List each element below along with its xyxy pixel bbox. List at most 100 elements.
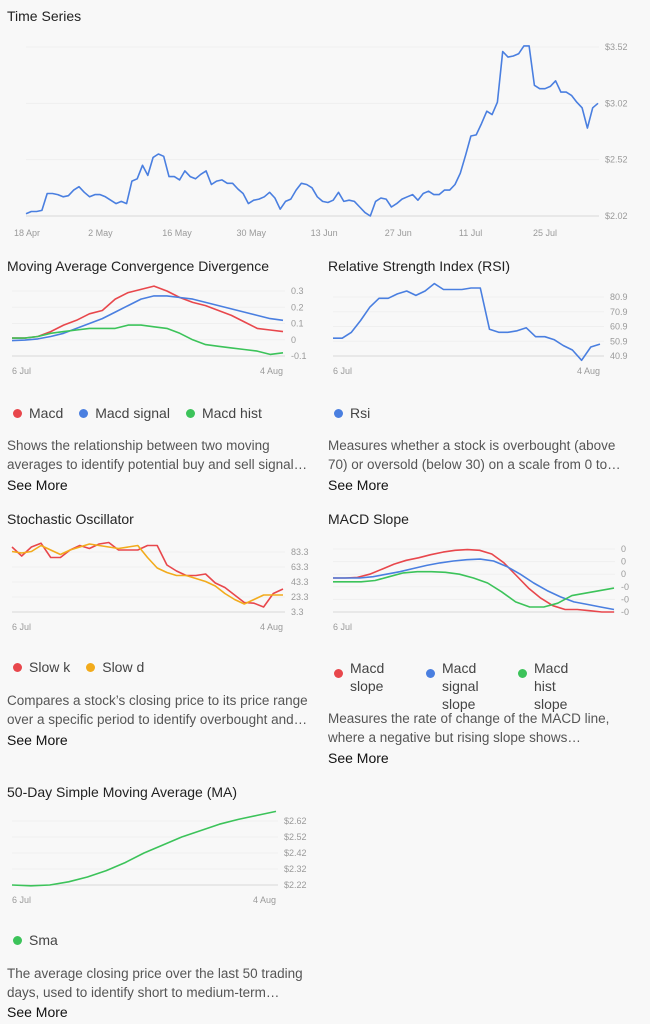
legend-label: Slow k <box>29 659 71 675</box>
see-more-link[interactable]: See More <box>328 477 389 493</box>
card-description: Compares a stock’s closing price to its … <box>7 693 308 727</box>
y-tick-label: 0 <box>621 557 626 567</box>
series-line <box>11 543 283 605</box>
legend-item: Macd slope <box>334 659 402 713</box>
legend-dot-icon <box>13 663 22 672</box>
legend-item: Macd signal <box>79 405 170 421</box>
y-tick-label: 0 <box>621 544 626 554</box>
see-more-link[interactable]: See More <box>7 732 68 748</box>
legend-dot-icon <box>518 669 527 678</box>
legend-label: Macd hist slope <box>534 660 569 712</box>
series-line <box>11 810 277 887</box>
y-tick-label: 0.1 <box>291 319 304 329</box>
legend-item: Slow d <box>86 659 144 675</box>
see-more-link[interactable]: See More <box>328 750 389 766</box>
y-tick-label: $3.52 <box>605 42 628 52</box>
x-tick-label: 30 May <box>236 228 266 238</box>
legend-label: Macd slope <box>350 660 385 694</box>
x-tick-label: 11 Jul <box>459 228 482 238</box>
y-tick-label: $2.52 <box>605 155 628 165</box>
legend-dot-icon <box>334 669 343 678</box>
y-tick-label: $2.02 <box>605 211 628 221</box>
x-tick-label: 4 Aug <box>253 895 276 905</box>
see-more-link[interactable]: See More <box>7 477 68 493</box>
chart-legend: Rsi <box>334 405 370 421</box>
x-tick-label: 16 May <box>162 228 192 238</box>
y-tick-label: $2.52 <box>284 832 307 842</box>
time-series-title: Time Series <box>7 8 82 24</box>
y-tick-label: -0 <box>621 582 629 592</box>
legend-item: Macd hist slope <box>518 659 586 713</box>
legend-item: Macd signal slope <box>426 659 494 713</box>
card-description: Measures whether a stock is overbought (… <box>328 438 621 472</box>
y-tick-label: 60.9 <box>610 322 628 332</box>
series-line <box>333 548 614 613</box>
legend-dot-icon <box>426 669 435 678</box>
y-tick-label: -0 <box>621 594 629 604</box>
see-more-link[interactable]: See More <box>7 1004 68 1020</box>
chart-legend: Macd slope Macd signal slope Macd hist slo… <box>334 659 586 713</box>
card-title: 50-Day Simple Moving Average (MA) <box>7 784 238 800</box>
series-line <box>11 541 284 608</box>
y-tick-label: $2.22 <box>284 880 307 890</box>
y-tick-label: $2.62 <box>284 816 307 826</box>
legend-dot-icon <box>86 663 96 672</box>
legend-dot-icon <box>185 409 195 418</box>
y-tick-label: 80.9 <box>610 292 628 302</box>
y-tick-label: 0 <box>621 569 626 579</box>
series-line <box>25 45 599 217</box>
x-tick-label: 6 Jul <box>333 366 352 376</box>
x-tick-label: 25 Jul <box>533 228 557 238</box>
legend-item: Macd <box>13 405 63 421</box>
x-tick-label: 2 May <box>88 228 113 238</box>
y-tick-label: 3.3 <box>291 607 304 617</box>
chart-legend: Slow k Slow d <box>13 659 144 675</box>
y-tick-label: 43.3 <box>291 577 309 587</box>
x-tick-label: 4 Aug <box>260 366 283 376</box>
card-title: Stochastic Oscillator <box>7 511 134 527</box>
y-tick-label: 83.3 <box>291 547 309 557</box>
legend-label: Slow d <box>102 659 145 675</box>
chart-legend: Sma <box>13 932 58 948</box>
card-description: Shows the relationship between two movin… <box>7 438 308 472</box>
x-tick-label: 6 Jul <box>12 895 31 905</box>
legend-dot-icon <box>13 936 22 945</box>
y-tick-label: $2.32 <box>284 864 307 874</box>
legend-label: Macd <box>29 405 64 421</box>
y-tick-label: 0 <box>291 335 296 345</box>
y-tick-label: $3.02 <box>605 98 628 108</box>
legend-label: Macd signal slope <box>442 660 479 712</box>
y-tick-label: $2.42 <box>284 848 307 858</box>
series-line <box>333 282 601 362</box>
y-tick-label: 63.3 <box>291 562 309 572</box>
card-title: MACD Slope <box>328 511 409 527</box>
legend-item: Macd hist <box>185 405 262 421</box>
y-tick-label: 0.2 <box>291 302 304 312</box>
card-title: Moving Average Convergence Divergence <box>7 258 270 274</box>
x-tick-label: 4 Aug <box>577 366 600 376</box>
y-tick-label: -0.1 <box>291 351 307 361</box>
x-tick-label: 13 Jun <box>311 228 338 238</box>
series-line <box>333 558 615 611</box>
series-line <box>333 570 615 608</box>
x-tick-label: 4 Aug <box>260 622 283 632</box>
x-tick-label: 6 Jul <box>12 622 31 632</box>
series-line <box>11 295 284 342</box>
legend-label: Sma <box>29 932 58 948</box>
legend-dot-icon <box>79 409 89 418</box>
legend-item: Slow k <box>13 659 70 675</box>
y-tick-label: 40.9 <box>610 351 628 361</box>
y-tick-label: 0.3 <box>291 286 304 296</box>
card-description: The average closing price over the last … <box>7 966 303 1000</box>
series-line <box>12 324 284 356</box>
time-series-chart: $3.52 $3.02 $2.52 $2.02 18 Apr 2 May 16 May 30 … <box>14 42 628 238</box>
legend-label: Rsi <box>350 405 371 421</box>
legend-label: Macd hist <box>201 405 262 421</box>
chart-legend: Macd Macd signal Macd hist <box>13 405 262 421</box>
y-tick-label: -0 <box>621 607 629 617</box>
card-description: Measures the rate of change of the MACD … <box>328 711 610 745</box>
x-tick-label: 27 Jun <box>385 228 412 238</box>
